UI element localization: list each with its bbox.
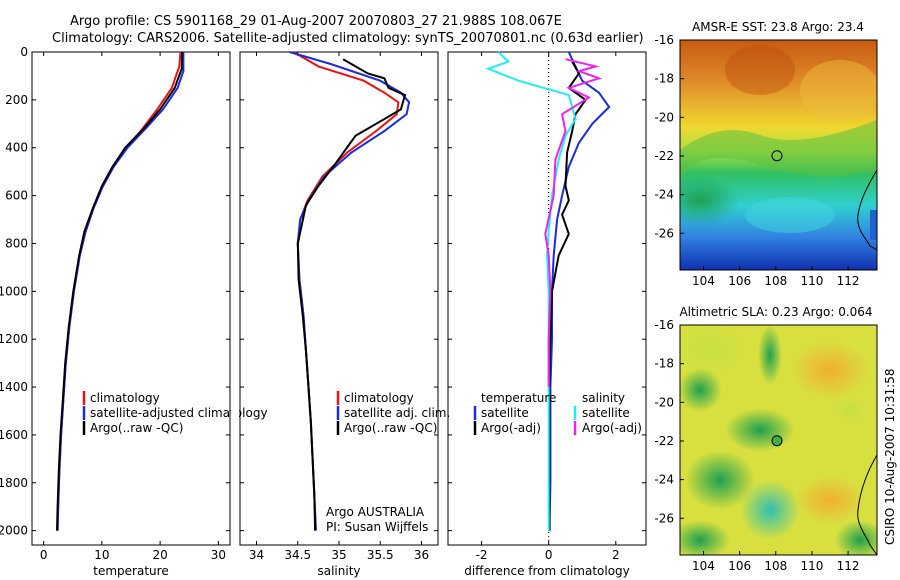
temperature-xtick-label: 0 [40,548,48,562]
sla-ytick-label: -16 [654,318,674,332]
salinity-xtick-label: 36 [414,548,429,562]
sla-map [680,325,877,555]
sst-ytick-label: -22 [654,149,674,163]
depth-tick-label: 2000 [0,524,28,538]
legend-label-satellite-adjusted: satellite-adjusted climatology [90,406,268,420]
salinity-xtick-label: 34 [249,548,264,562]
sla-xtick-label: 112 [837,559,860,573]
difference-legend: temperature salinity satellite Argo(-adj… [473,391,642,435]
legend-label-argo: Argo(..raw -QC) [90,421,183,435]
figure-title-line1: Argo profile: CS 5901168_29 01-Aug-2007 … [70,14,562,29]
sla-argo-marker [771,435,783,447]
sla-map-title: Altimetric SLA: 0.23 Argo: 0.064 [679,305,872,319]
legend-label-temp-argo: Argo(-adj) [481,421,541,435]
salinity-x-ticks: 34 34.5 35 35.5 36 [249,52,429,562]
sst-xtick-label: 104 [692,274,715,288]
salinity-series [289,51,411,531]
argo-australia-label: Argo AUSTRALIA [326,505,425,519]
depth-tick-label: 0 [20,45,28,59]
sst-ytick-label: -26 [654,226,674,240]
difference-plot-frame [447,51,647,546]
legend-label-sal-satellite-diff: satellite [582,406,630,420]
salinity-xtick-label: 34.5 [284,548,311,562]
temperature-xtick-label: 30 [211,548,226,562]
sst-ytick-label: -20 [654,110,674,124]
salinity-legend: climatology satellite adj. clim. Argo(..… [336,391,450,435]
salinity-xtick-label: 35.5 [367,548,394,562]
sla-ytick-label: -26 [654,511,674,525]
legend-label-temp-satellite: satellite [481,406,529,420]
sst-map-title: AMSR-E SST: 23.8 Argo: 23.4 [692,20,864,34]
sla-ytick-label: -22 [654,434,674,448]
sla-xtick-label: 110 [800,559,823,573]
temperature-xtick-label: 10 [94,548,109,562]
difference-xtick-label: -2 [476,548,488,562]
depth-tick-label: 1200 [0,332,28,346]
sst-ytick-label: -24 [654,188,674,202]
temperature-legend: climatology satellite-adjusted climatolo… [82,391,268,435]
depth-tick-label: 1400 [0,380,28,394]
salinity-xtick-label: 35 [331,548,346,562]
sst-xtick-label: 106 [728,274,751,288]
sst-coastline [857,169,877,251]
depth-axis: 0 200 400 600 800 1000 1200 1400 1600 1800 2000 [0,45,646,538]
legend-label-climatology: climatology [90,391,160,405]
sst-map-ticks: 104 106 108 110 112 -16 -18 -20 -22 -24 -26 [654,33,859,288]
pi-label: PI: Susan Wijffels [326,520,428,534]
sla-ytick-label: -24 [654,473,674,487]
difference-x-label: difference from climatology [464,564,630,578]
depth-tick-label: 800 [5,236,28,250]
sst-ytick-label: -16 [654,33,674,47]
legend-label-sal-argo-diff: Argo(-adj) [582,421,642,435]
legend-header-temperature: temperature [481,391,556,405]
difference-xtick-label: 0 [545,548,553,562]
sla-ytick-label: -20 [654,395,674,409]
depth-tick-label: 1000 [0,284,28,298]
sla-coastline [857,454,877,555]
difference-series-temperature-satellite [548,51,611,531]
legend-label-sal-argo: Argo(..raw -QC) [344,421,437,435]
sst-xtick-label: 110 [800,274,823,288]
legend-header-salinity: salinity [582,391,625,405]
sla-xtick-label: 106 [728,559,751,573]
temperature-xtick-label: 20 [152,548,167,562]
depth-tick-label: 1800 [0,476,28,490]
sst-ytick-label: -18 [654,72,674,86]
sla-map-ticks: 104 106 108 110 112 -16 -18 -20 -22 -24 -26 [654,318,859,573]
sla-xtick-label: 104 [692,559,715,573]
salinity-series-argo-raw-qc [296,58,407,531]
sla-ytick-label: -18 [654,357,674,371]
temperature-plot-frame [31,51,231,546]
temperature-series-argo-raw-qc [56,51,184,531]
salinity-x-label: salinity [317,564,360,578]
sst-map [680,40,877,270]
depth-tick-label: 1600 [0,428,28,442]
difference-series-salinity-argo-adj [544,58,603,387]
salinity-plot-frame [239,51,439,546]
legend-label-sal-satellite: satellite adj. clim. [344,406,450,420]
temperature-series [56,51,185,531]
temperature-x-label: temperature [93,564,168,578]
figure-title-line2: Climatology: CARS2006. Satellite-adjuste… [52,31,644,46]
depth-tick-label: 200 [5,93,28,107]
sst-xtick-label: 108 [764,274,787,288]
temperature-x-ticks: 0 10 20 30 [40,52,226,562]
difference-xtick-label: 2 [612,548,620,562]
depth-tick-label: 400 [5,141,28,155]
csiro-timestamp: CSIRO 10-Aug-2007 10:31:58 [883,369,897,545]
difference-series [485,51,611,531]
sst-xtick-label: 112 [837,274,860,288]
legend-label-sal-climatology: climatology [344,391,414,405]
sla-xtick-label: 108 [764,559,787,573]
sst-argo-marker [771,150,783,162]
depth-tick-label: 600 [5,189,28,203]
